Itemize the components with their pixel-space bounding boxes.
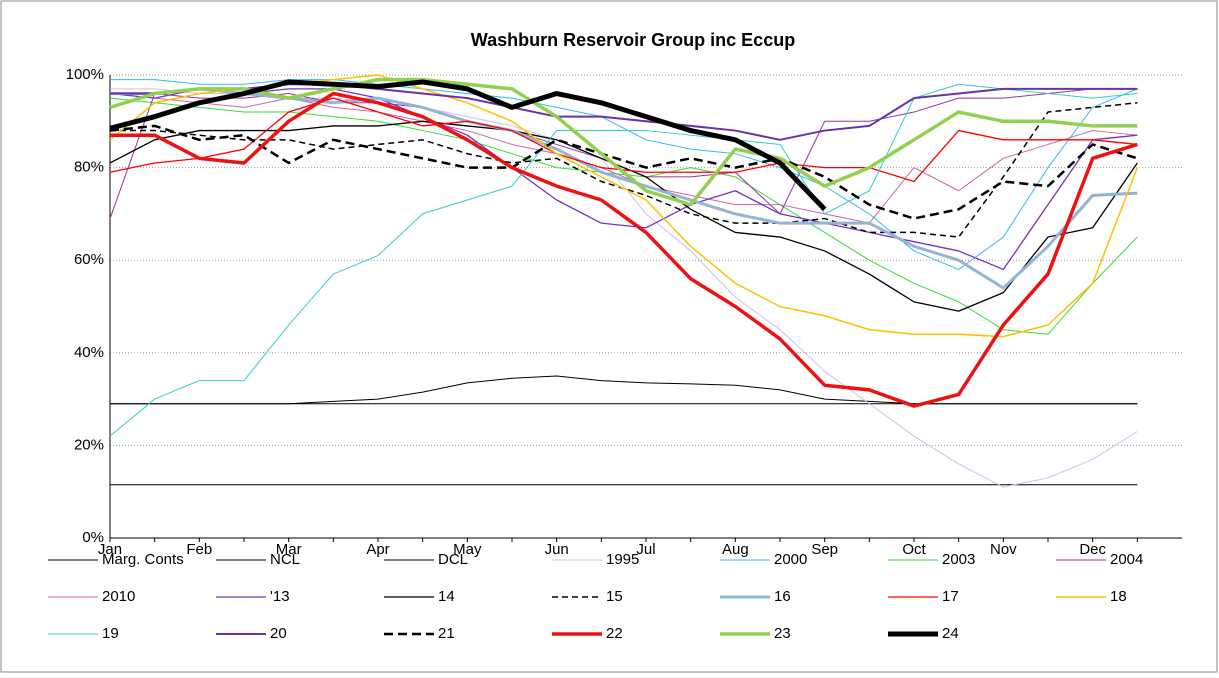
series-line bbox=[109, 79, 827, 212]
series-line bbox=[109, 88, 1138, 271]
legend-label: 2000 bbox=[774, 551, 807, 568]
legend-label: 20 bbox=[270, 625, 287, 642]
series-line bbox=[109, 97, 1138, 183]
legend-label: '13 bbox=[270, 588, 290, 605]
legend-label: 16 bbox=[774, 588, 791, 605]
series-line bbox=[109, 97, 1138, 335]
legend-label: 2003 bbox=[942, 551, 975, 568]
y-tick-label: 40% bbox=[74, 344, 104, 361]
x-tick-label: May bbox=[453, 541, 482, 558]
chart-title: Washburn Reservoir Group inc Eccup bbox=[471, 30, 795, 50]
series-line bbox=[109, 93, 1138, 224]
y-tick-label: 80% bbox=[74, 159, 104, 176]
legend-label: 18 bbox=[1110, 588, 1127, 605]
x-tick-label: Mar bbox=[276, 541, 302, 558]
legend-label: 17 bbox=[942, 588, 959, 605]
x-tick-label: Nov bbox=[990, 541, 1017, 558]
x-tick-label: Jan bbox=[98, 541, 122, 558]
legend-label: 19 bbox=[102, 625, 119, 642]
series-line bbox=[109, 83, 1138, 437]
y-tick-label: 20% bbox=[74, 436, 104, 453]
x-tick-label: Oct bbox=[902, 541, 926, 558]
x-tick-label: Aug bbox=[722, 541, 749, 558]
x-tick-label: Sep bbox=[811, 541, 838, 558]
legend-label: 2004 bbox=[1110, 551, 1143, 568]
legend-label: Marg. Conts bbox=[102, 551, 184, 568]
series-line bbox=[110, 91, 1138, 408]
legend-label: 2010 bbox=[102, 588, 135, 605]
legend-label: 15 bbox=[606, 588, 623, 605]
x-tick-label: Apr bbox=[366, 541, 389, 558]
x-tick-label: Jun bbox=[545, 541, 569, 558]
y-tick-label: 0% bbox=[82, 529, 104, 546]
legend-label: 21 bbox=[438, 625, 455, 642]
y-tick-label: 100% bbox=[66, 66, 104, 83]
y-tick-label: 60% bbox=[74, 251, 104, 268]
series-line bbox=[109, 77, 1138, 207]
legend-label: 23 bbox=[774, 625, 791, 642]
legend-label: NCL bbox=[270, 551, 300, 568]
x-tick-label: Feb bbox=[186, 541, 212, 558]
legend-label: 22 bbox=[606, 625, 623, 642]
legend-label: 14 bbox=[438, 588, 455, 605]
legend-label: 1995 bbox=[606, 551, 639, 568]
legend-label: DCL bbox=[438, 551, 468, 568]
legend-label: 24 bbox=[942, 625, 959, 642]
x-tick-label: Jul bbox=[636, 541, 655, 558]
x-tick-label: Dec bbox=[1079, 541, 1106, 558]
